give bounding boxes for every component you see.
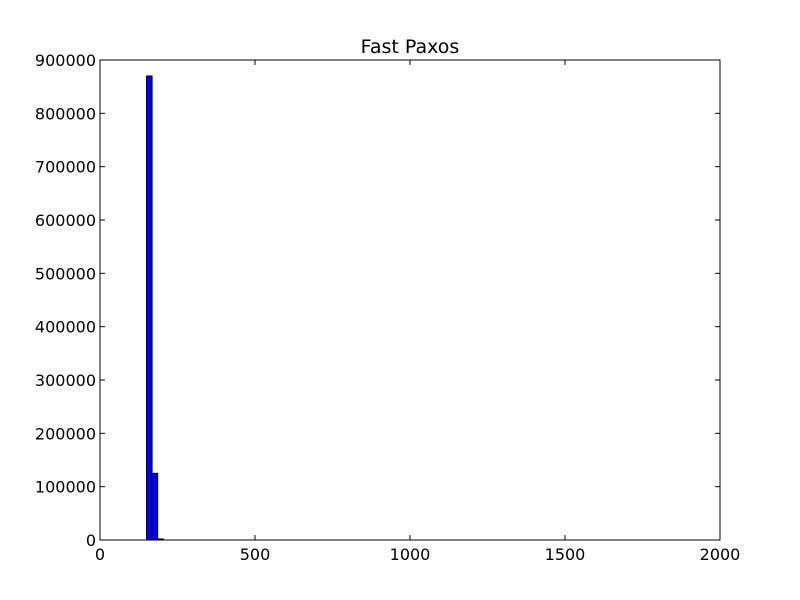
x-axis: 0 500 1000 1500 2000 bbox=[95, 60, 740, 564]
histogram-bar-1 bbox=[151, 472, 159, 541]
y-tick-label: 300000 bbox=[35, 371, 96, 390]
plot-frame bbox=[99, 59, 721, 541]
y-axis: 0 100000 200000 300000 400000 500000 600000 700… bbox=[35, 51, 720, 550]
y-tick-label: 500000 bbox=[35, 264, 96, 283]
x-tick-label: 0 bbox=[95, 545, 105, 564]
x-tick-label: 1000 bbox=[390, 545, 431, 564]
y-tick-label: 600000 bbox=[35, 211, 96, 230]
y-tick-label: 900000 bbox=[35, 51, 96, 70]
x-tick-label: 1500 bbox=[545, 545, 586, 564]
x-tick-label: 500 bbox=[240, 545, 271, 564]
histogram-bar-0 bbox=[146, 75, 153, 541]
y-tick-label: 0 bbox=[86, 531, 96, 550]
y-tick-label: 800000 bbox=[35, 104, 96, 123]
y-tick-label: 100000 bbox=[35, 478, 96, 497]
y-tick-label: 700000 bbox=[35, 158, 96, 177]
y-tick-label: 400000 bbox=[35, 318, 96, 337]
bars-group bbox=[146, 75, 164, 541]
y-tick-label: 200000 bbox=[35, 424, 96, 443]
chart-title: Fast Paxos bbox=[361, 36, 460, 58]
x-tick-label: 2000 bbox=[700, 545, 741, 564]
